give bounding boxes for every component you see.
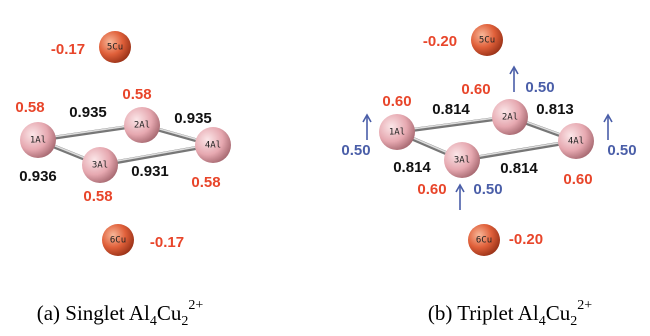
charge: 0.60 xyxy=(461,81,490,98)
charge: 0.58 xyxy=(191,174,220,191)
bond-order: 0.931 xyxy=(131,163,169,180)
charge: 0.60 xyxy=(382,93,411,110)
atom-label: 2Al xyxy=(502,113,518,123)
spin-density: 0.50 xyxy=(607,142,636,159)
charge: 0.58 xyxy=(15,99,44,116)
spin-density: 0.50 xyxy=(341,142,370,159)
atom-label: 1Al xyxy=(30,136,46,146)
caption-sup: 2+ xyxy=(188,298,203,313)
atom-label: 6Cu xyxy=(476,236,492,246)
bond-order: 0.936 xyxy=(19,168,57,185)
caption-text: Cu xyxy=(546,301,571,325)
caption-text: (a) Singlet Al xyxy=(37,301,150,325)
bond-order: 0.935 xyxy=(69,104,107,121)
charge: 0.60 xyxy=(417,181,446,198)
charge: -0.20 xyxy=(509,231,543,248)
charge: -0.20 xyxy=(423,33,457,50)
caption-text: Cu xyxy=(157,301,182,325)
caption-sub: 2 xyxy=(181,314,188,329)
bond-order: 0.814 xyxy=(500,160,538,177)
atom-label: 4Al xyxy=(568,137,584,147)
caption-sub: 2 xyxy=(570,314,577,329)
spin-density: 0.50 xyxy=(473,181,502,198)
charge: 0.60 xyxy=(563,171,592,188)
atom-label: 3Al xyxy=(454,156,470,166)
caption-sub: 4 xyxy=(150,314,157,329)
bond-order: 0.814 xyxy=(432,101,470,118)
bond-order: 0.935 xyxy=(174,110,212,127)
caption: (b) Triplet Al4Cu22+ xyxy=(428,298,592,329)
charge: 0.58 xyxy=(83,188,112,205)
figure: 0.935 0.935 0.936 0.931 1Al 0.58 2Al 0.58 3Al 0.5… xyxy=(0,0,650,336)
caption-sub: 4 xyxy=(539,314,546,329)
charge: -0.17 xyxy=(150,234,184,251)
atom-label: 3Al xyxy=(92,161,108,171)
charge: -0.17 xyxy=(51,41,85,58)
caption: (a) Singlet Al4Cu22+ xyxy=(37,298,204,329)
panel: 0.814 0.813 0.814 0.814 1Al 0.60 2Al 0.60 3Al 0.6… xyxy=(341,24,636,329)
caption-sup: 2+ xyxy=(577,298,592,313)
caption-text: (b) Triplet Al xyxy=(428,301,539,325)
atom-label: 4Al xyxy=(205,141,221,151)
charge: 0.58 xyxy=(122,86,151,103)
spin-density: 0.50 xyxy=(525,79,554,96)
atom-label: 2Al xyxy=(134,121,150,131)
atom-label: 5Cu xyxy=(107,43,123,53)
atom-label: 5Cu xyxy=(479,36,495,46)
atom-label: 6Cu xyxy=(110,236,126,246)
bond-order: 0.813 xyxy=(536,101,574,118)
atom-label: 1Al xyxy=(389,128,405,138)
bond-order: 0.814 xyxy=(393,159,431,176)
panel: 0.935 0.935 0.936 0.931 1Al 0.58 2Al 0.58 3Al 0.5… xyxy=(15,31,231,329)
